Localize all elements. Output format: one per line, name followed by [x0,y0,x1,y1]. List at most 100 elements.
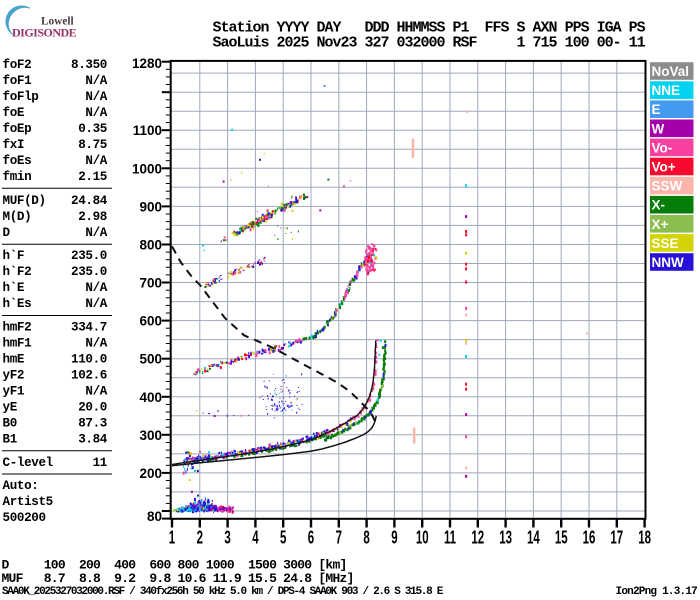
svg-text:12: 12 [471,528,484,548]
svg-text:5: 5 [280,528,287,548]
svg-text:N/A: N/A [85,90,107,104]
svg-text:2.98: 2.98 [78,210,107,224]
svg-text:Auto:: Auto: [3,479,39,493]
svg-text:N/A: N/A [85,297,107,311]
svg-text:B1: B1 [3,432,18,446]
svg-text:foEs: foEs [3,154,32,168]
svg-text:1: 1 [169,528,176,548]
svg-text:h`F: h`F [3,249,25,263]
svg-text:15: 15 [555,528,568,548]
svg-text:11: 11 [444,528,456,548]
svg-text:17: 17 [610,528,623,548]
svg-text:yE: yE [3,400,18,414]
svg-text:SSW: SSW [652,179,683,194]
svg-text:Station YYYY DAY DDD HHMMSS: Station YYYY DAY DDD HHMMSS P1 FFS S AXN… [213,20,646,37]
svg-text:X+: X+ [652,217,669,232]
svg-text:600: 600 [139,314,162,329]
svg-text:102.6: 102.6 [71,368,107,382]
svg-text:MUF 8.7 8.8 9.2 9.8 10.6: MUF 8.7 8.8 9.2 9.8 10.6 11.9 15.5 24.8 … [2,571,354,586]
svg-text:235.0: 235.0 [71,249,107,263]
svg-text:N/A: N/A [85,74,107,88]
svg-text:4: 4 [252,528,259,548]
svg-text:h`E: h`E [3,281,25,295]
svg-text:1280: 1280 [132,56,162,71]
svg-text:24.84: 24.84 [71,194,108,208]
svg-text:18: 18 [638,528,651,548]
svg-text:N/A: N/A [85,336,107,350]
svg-text:h`F2: h`F2 [3,265,32,279]
svg-text:Vo-: Vo- [652,140,673,155]
svg-text:X-: X- [652,198,666,213]
svg-text:2: 2 [197,528,203,548]
svg-text:MUF(D): MUF(D) [3,194,46,208]
svg-text:800: 800 [139,238,162,253]
svg-text:14: 14 [527,528,540,548]
svg-text:yF1: yF1 [3,384,25,398]
svg-text:D: D [3,226,11,240]
svg-text:M(D): M(D) [3,210,32,224]
svg-text:8.350: 8.350 [71,58,107,72]
svg-text:1100: 1100 [133,123,162,138]
svg-text:NNE: NNE [652,83,681,98]
svg-text:8: 8 [363,528,370,548]
svg-text:NoVal: NoVal [652,64,690,79]
svg-text:Vo+: Vo+ [652,160,676,175]
svg-text:B0: B0 [3,416,17,430]
svg-text:11: 11 [93,456,108,470]
svg-text:foF2: foF2 [3,58,32,72]
svg-text:foE: foE [3,106,25,120]
svg-text:Artist5: Artist5 [3,495,53,509]
svg-text:13: 13 [499,528,512,548]
svg-text:SAA0K_2025327032000.RSF / 340f: SAA0K_2025327032000.RSF / 340fx256h 50 k… [2,586,444,598]
svg-text:SSE: SSE [652,236,679,251]
svg-text:NNW: NNW [652,255,684,270]
svg-text:hmE: hmE [3,352,25,366]
svg-text:16: 16 [583,528,596,548]
svg-text:Ion2Png 1.3.17: Ion2Png 1.3.17 [616,586,698,598]
svg-text:87.3: 87.3 [78,416,107,430]
svg-text:foFlp: foFlp [3,90,39,104]
svg-text:C-level: C-level [3,456,54,470]
svg-text:80: 80 [147,509,162,524]
svg-text:8.75: 8.75 [78,138,107,152]
svg-text:fxI: fxI [3,138,25,152]
svg-text:W: W [652,121,665,136]
svg-text:fmin: fmin [3,170,32,184]
svg-text:500200: 500200 [3,511,46,525]
svg-text:235.0: 235.0 [71,265,107,279]
svg-text:20.0: 20.0 [78,400,107,414]
svg-text:h`Es: h`Es [3,297,32,311]
svg-text:334.7: 334.7 [71,320,107,334]
svg-text:300: 300 [139,428,162,443]
svg-text:110.0: 110.0 [71,352,107,366]
svg-text:E: E [652,102,661,117]
svg-text:Lowell: Lowell [41,15,74,27]
svg-text:10: 10 [416,528,429,548]
svg-text:3: 3 [224,528,230,548]
svg-text:2.15: 2.15 [78,170,107,184]
svg-text:6: 6 [308,528,314,548]
svg-text:N/A: N/A [85,106,107,120]
svg-text:foF1: foF1 [3,74,33,88]
svg-text:900: 900 [139,199,162,214]
svg-text:500: 500 [139,352,162,367]
svg-text:9: 9 [391,528,397,548]
svg-text:N/A: N/A [85,384,107,398]
svg-text:1000: 1000 [132,161,162,176]
svg-text:200: 200 [139,466,162,481]
svg-text:foEp: foEp [3,122,32,136]
svg-text:DIGISONDE: DIGISONDE [12,26,77,40]
svg-text:hmF1: hmF1 [3,336,33,350]
svg-text:N/A: N/A [85,281,107,295]
svg-text:0.35: 0.35 [78,122,107,136]
svg-text:yF2: yF2 [3,368,25,382]
svg-text:700: 700 [139,276,162,291]
svg-text:N/A: N/A [85,154,107,168]
svg-text:D 100 200 400 600 800 1: D 100 200 400 600 800 1000 1500 3000 [km… [2,558,347,573]
svg-text:N/A: N/A [85,226,107,240]
svg-text:7: 7 [336,528,342,548]
svg-text:3.84: 3.84 [78,432,108,446]
svg-text:400: 400 [139,390,162,405]
svg-text:SaoLuis 2025 Nov23 327 032000: SaoLuis 2025 Nov23 327 032000 RSF 1 715 … [213,35,646,52]
svg-text:hmF2: hmF2 [3,320,32,334]
